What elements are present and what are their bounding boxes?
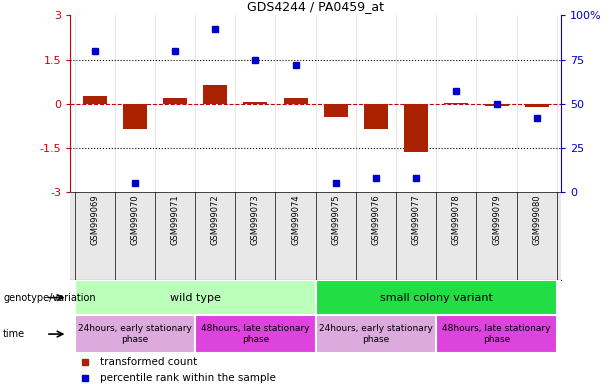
Text: GSM999078: GSM999078 <box>452 195 461 245</box>
Text: small colony variant: small colony variant <box>380 293 493 303</box>
Bar <box>364 104 388 129</box>
Bar <box>525 104 549 107</box>
Bar <box>195 315 316 353</box>
Bar <box>316 315 436 353</box>
Title: GDS4244 / PA0459_at: GDS4244 / PA0459_at <box>247 0 384 13</box>
Text: time: time <box>3 329 25 339</box>
Bar <box>284 98 308 104</box>
Text: genotype/variation: genotype/variation <box>3 293 96 303</box>
Text: transformed count: transformed count <box>100 358 197 367</box>
Bar <box>243 102 267 104</box>
Text: wild type: wild type <box>170 293 221 303</box>
Bar <box>83 96 107 104</box>
Text: 24hours, early stationary
phase: 24hours, early stationary phase <box>319 324 433 344</box>
Bar <box>75 315 195 353</box>
Text: GSM999076: GSM999076 <box>371 195 381 245</box>
Bar <box>324 104 348 117</box>
Text: GSM999069: GSM999069 <box>90 195 99 245</box>
Text: GSM999073: GSM999073 <box>251 195 260 245</box>
Bar <box>75 280 316 315</box>
Text: 48hours, late stationary
phase: 48hours, late stationary phase <box>201 324 310 344</box>
Text: GSM999070: GSM999070 <box>131 195 139 245</box>
Bar <box>404 104 428 152</box>
Text: GSM999072: GSM999072 <box>211 195 219 245</box>
Text: GSM999074: GSM999074 <box>291 195 300 245</box>
Bar <box>316 280 557 315</box>
Text: GSM999071: GSM999071 <box>170 195 180 245</box>
Bar <box>484 104 509 106</box>
Text: percentile rank within the sample: percentile rank within the sample <box>100 373 276 383</box>
Text: GSM999080: GSM999080 <box>532 195 541 245</box>
Text: GSM999079: GSM999079 <box>492 195 501 245</box>
Text: GSM999077: GSM999077 <box>412 195 421 245</box>
Bar <box>203 84 227 104</box>
Bar <box>444 103 468 104</box>
Bar <box>163 98 187 104</box>
Text: 24hours, early stationary
phase: 24hours, early stationary phase <box>78 324 192 344</box>
Bar <box>436 315 557 353</box>
Text: 48hours, late stationary
phase: 48hours, late stationary phase <box>443 324 551 344</box>
Text: GSM999075: GSM999075 <box>331 195 340 245</box>
Bar <box>123 104 147 129</box>
